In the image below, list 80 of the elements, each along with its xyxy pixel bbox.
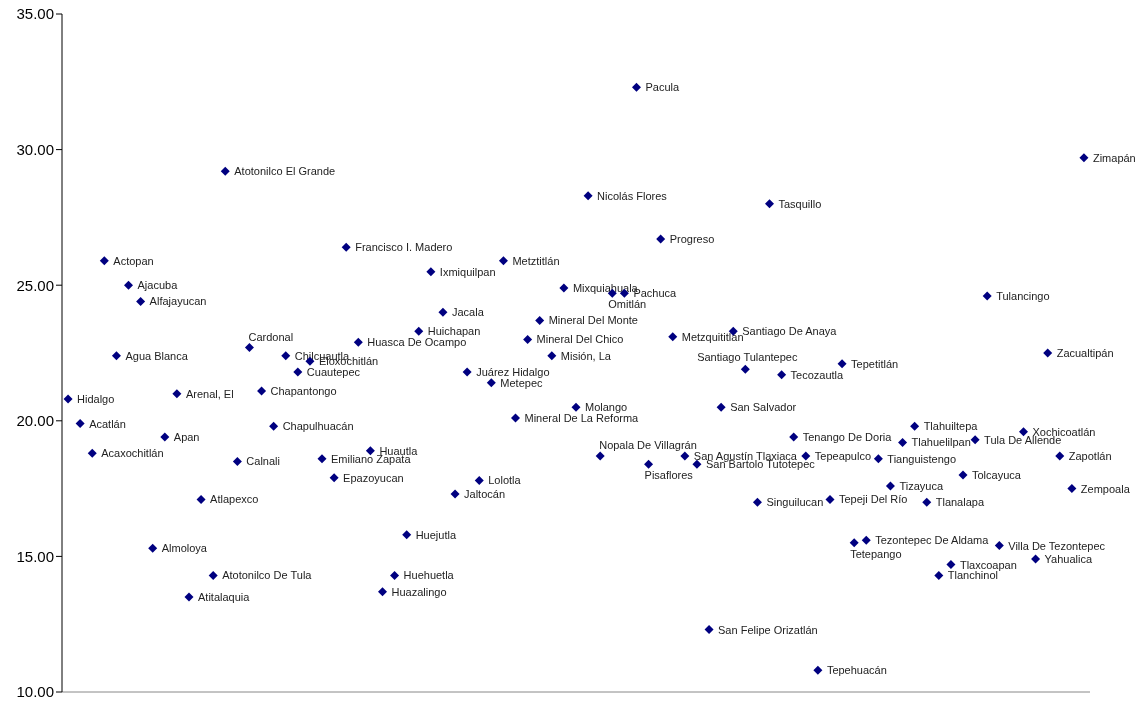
data-label: Tolcayuca	[972, 469, 1022, 482]
y-tick-label: 10.00	[16, 683, 54, 701]
data-label: Almoloya	[161, 542, 208, 555]
y-tick-label: 25.00	[16, 276, 54, 294]
data-label: Huautla	[379, 444, 419, 457]
data-label: San Salvador	[730, 401, 797, 414]
data-label: Nopala De Villagrán	[599, 439, 697, 452]
data-label: Tlanalapa	[935, 496, 985, 509]
data-label: Apan	[173, 431, 200, 444]
data-label: Villa De Tezontepec	[1008, 539, 1106, 552]
data-label: Santiago Tulantepec	[697, 351, 798, 364]
data-label: Pacula	[645, 81, 680, 94]
data-label: Agua Blanca	[125, 349, 189, 362]
y-tick-label: 20.00	[16, 412, 54, 430]
data-label: San Felipe Orizatlán	[718, 623, 818, 636]
data-label: Alfajayucan	[149, 295, 207, 308]
y-tick-label: 30.00	[16, 140, 54, 158]
data-label: Calnali	[246, 455, 281, 468]
data-label: Atlapexco	[210, 493, 259, 506]
data-label: Mineral De La Reforma	[524, 412, 640, 425]
y-tick-label: 15.00	[16, 547, 54, 565]
data-label: Tepetitlán	[851, 357, 899, 370]
data-label: Metzquititlán	[681, 330, 744, 343]
data-label: Atotonilco El Grande	[234, 165, 336, 178]
data-label: Atitalaquia	[197, 591, 251, 604]
data-label: Hidalgo	[77, 393, 115, 406]
data-label: Huichapan	[427, 325, 481, 338]
data-label: Tlahuelilpan	[911, 436, 971, 449]
data-label: Arenal, El	[185, 387, 234, 400]
data-label: Cardonal	[248, 330, 294, 343]
data-label: Singuilucan	[766, 496, 824, 509]
data-label: Ixmiquilpan	[439, 265, 496, 278]
data-label: Tasquillo	[778, 197, 822, 210]
data-label: Mineral Del Monte	[548, 314, 638, 327]
data-label: Epazoyucan	[343, 471, 404, 484]
data-label: Metztitlán	[512, 254, 560, 267]
data-label: Tianguistengo	[887, 452, 957, 465]
data-label: Tepeji Del Río	[838, 493, 908, 506]
data-label: Tenango De Doria	[802, 431, 893, 444]
data-label: Actopan	[113, 254, 154, 267]
data-label: Pisaflores	[644, 469, 694, 482]
data-label: Tlaxcoapan	[959, 558, 1017, 571]
data-label: Progreso	[669, 233, 715, 246]
data-label: Tepehuacán	[826, 664, 887, 677]
data-label: Molango	[585, 401, 628, 414]
data-label: Tezontepec De Aldama	[875, 534, 990, 547]
data-label: Ajacuba	[137, 279, 179, 292]
data-label: Cuautepec	[306, 365, 361, 378]
data-label: Lolotla	[488, 474, 522, 487]
data-label: Zacualtipán	[1056, 347, 1114, 359]
data-label: Zapotlán	[1068, 450, 1112, 463]
data-label: Mineral Del Chico	[536, 333, 624, 346]
data-label: Huehuetla	[403, 569, 455, 582]
data-label: Francisco I. Madero	[355, 241, 453, 254]
data-label: Chapantongo	[270, 384, 337, 397]
data-label: Chapulhuacán	[282, 420, 354, 433]
data-label: Zempoala	[1080, 482, 1131, 495]
data-label: Juárez Hidalgo	[476, 365, 550, 378]
data-label: Huazalingo	[391, 585, 447, 598]
data-label: Tizayuca	[899, 479, 944, 492]
data-label: Zimapán	[1092, 151, 1136, 164]
data-label: Acatlán	[89, 417, 126, 430]
data-label: Tlahuiltepa	[923, 420, 979, 433]
data-label: Nicolás Flores	[597, 189, 668, 202]
data-label: Acaxochitlán	[101, 447, 164, 460]
data-label: Yahualica	[1044, 553, 1093, 566]
data-label: Santiago De Anaya	[742, 325, 838, 338]
data-label: Jaltocán	[464, 488, 506, 501]
data-label: Misión, La	[560, 349, 612, 362]
data-label: Tulancingo	[996, 290, 1050, 303]
data-label: Huejutla	[415, 528, 457, 541]
data-label: Tecozautla	[790, 368, 845, 381]
data-label: Atotonilco De Tula	[222, 569, 313, 582]
data-label: Tlanchinol	[947, 569, 998, 582]
data-label: Omitlán	[608, 298, 647, 311]
data-label: Tepeapulco	[814, 450, 872, 463]
data-label: Tetepango	[850, 547, 902, 560]
data-label: Huasca De Ocampo	[367, 336, 467, 349]
y-tick-label: 35.00	[16, 5, 54, 23]
data-label: Jacala	[451, 306, 485, 319]
